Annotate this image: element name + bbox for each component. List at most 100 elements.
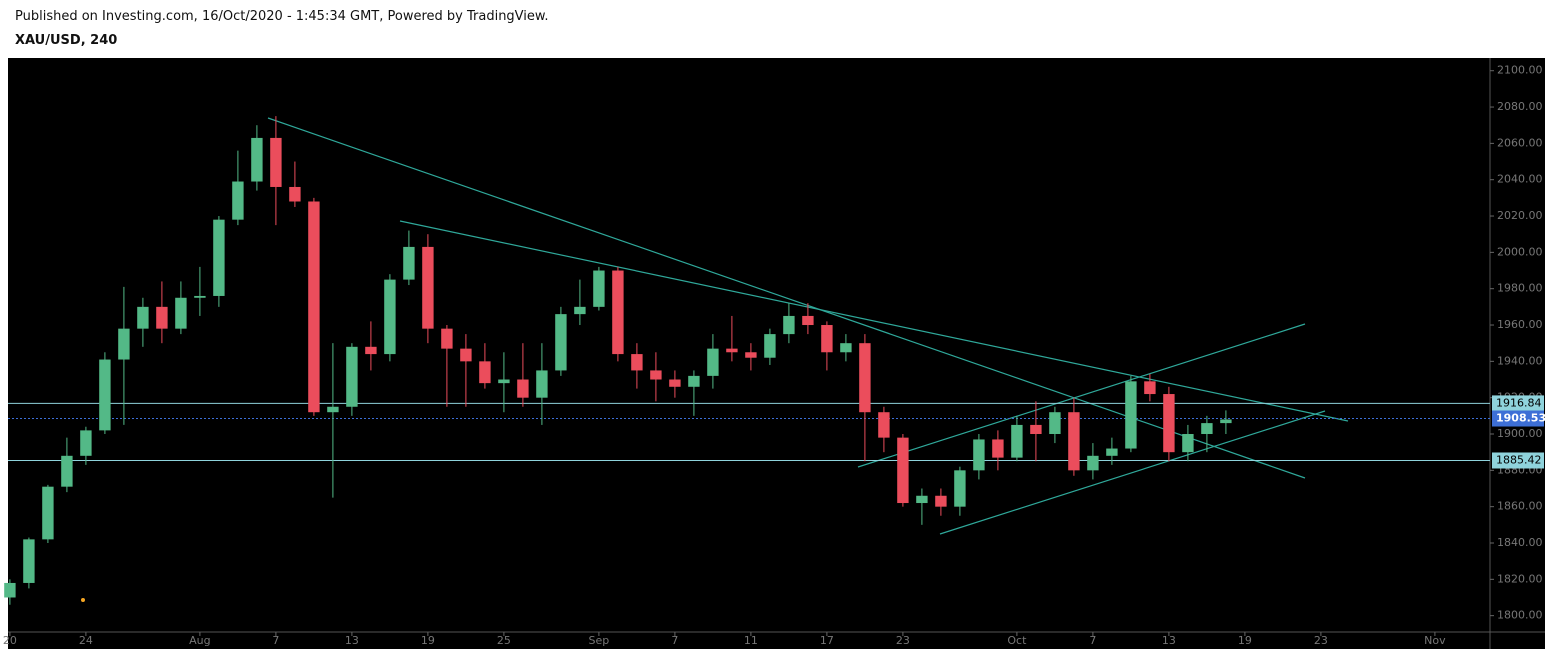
candle-body <box>1220 419 1232 424</box>
candle-body <box>1049 412 1061 435</box>
candle-body <box>1144 381 1156 395</box>
candle-body <box>707 348 719 376</box>
x-tick-label: Oct <box>1007 634 1027 647</box>
level-label-bg <box>1492 452 1544 469</box>
candle-body <box>99 359 111 431</box>
y-tick-label: 1820.00 <box>1497 572 1543 585</box>
x-tick-label: 7 <box>1089 634 1096 647</box>
candle-body <box>935 495 947 507</box>
candle-body <box>289 186 301 202</box>
x-tick-label: 23 <box>1314 634 1328 647</box>
y-tick-label: 2000.00 <box>1497 245 1543 258</box>
y-tick-label: 1960.00 <box>1497 318 1543 331</box>
x-tick-label: 7 <box>671 634 678 647</box>
candle-body <box>232 181 244 220</box>
y-tick-label: 2020.00 <box>1497 209 1543 222</box>
candle-body <box>840 343 852 353</box>
candle-body <box>821 325 833 353</box>
candle-body <box>916 495 928 504</box>
candle-body <box>1125 381 1137 449</box>
y-tick-label: 2060.00 <box>1497 136 1543 149</box>
candle-body <box>764 334 776 358</box>
candle-body <box>346 346 358 407</box>
candle-body <box>118 328 130 360</box>
candle-body <box>859 343 871 413</box>
level-label: 1885.42 <box>1496 453 1542 466</box>
marks: 1800.001820.001840.001860.001880.001900.… <box>3 64 1546 647</box>
candle-body <box>365 346 377 355</box>
x-tick-label: 13 <box>1162 634 1176 647</box>
x-tick-label: 19 <box>1238 634 1252 647</box>
x-tick-label: Nov <box>1424 634 1446 647</box>
candle-body <box>460 348 472 362</box>
y-tick-label: 2080.00 <box>1497 100 1543 113</box>
x-tick-label: Sep <box>589 634 610 647</box>
candle-body <box>878 412 890 438</box>
trendline <box>857 323 1306 468</box>
candle-body <box>441 328 453 349</box>
y-tick-label: 1800.00 <box>1497 609 1543 622</box>
candle-body <box>650 370 662 380</box>
candle-body <box>1087 455 1099 471</box>
x-tick-label: 13 <box>345 634 359 647</box>
last-price-label-bg <box>1492 410 1544 427</box>
candle-body <box>1011 424 1023 458</box>
candle-body <box>1030 424 1042 435</box>
x-tick-label: 19 <box>421 634 435 647</box>
x-tick-label: 24 <box>79 634 93 647</box>
candle-body <box>1201 423 1213 435</box>
candle-body <box>745 352 757 358</box>
candle-body <box>175 297 187 329</box>
x-tick-label: 11 <box>744 634 758 647</box>
candle-body <box>954 470 966 507</box>
candle-body <box>631 354 643 371</box>
candle-body <box>612 270 624 355</box>
marker-dot <box>81 598 85 602</box>
candle-body <box>498 379 510 384</box>
level-label: 1916.84 <box>1496 396 1542 409</box>
x-tick-label: 7 <box>272 634 279 647</box>
y-tick-label: 1940.00 <box>1497 354 1543 367</box>
candle-body <box>251 137 263 182</box>
candle-body <box>479 361 491 384</box>
candle-body <box>23 539 35 583</box>
y-tick-label: 1980.00 <box>1497 282 1543 295</box>
candle-body <box>973 439 985 471</box>
candle-body <box>80 430 92 456</box>
candle-body <box>1182 434 1194 453</box>
candle-body <box>270 137 282 187</box>
candle-body <box>688 375 700 387</box>
candle-body <box>156 306 168 329</box>
candle-body <box>403 246 415 280</box>
candle-body <box>1106 448 1118 456</box>
candle-body <box>1068 412 1080 471</box>
y-tick-label: 1860.00 <box>1497 500 1543 513</box>
candle-body <box>517 379 529 398</box>
last-price-label: 1908.53 <box>1496 412 1546 425</box>
candle-body <box>384 279 396 355</box>
candle-body <box>422 246 434 329</box>
candle-body <box>213 219 225 296</box>
candle-body <box>1163 394 1175 453</box>
published-note: Published on Investing.com, 16/Oct/2020 … <box>15 9 549 24</box>
trendline <box>939 410 1326 535</box>
candle-body <box>555 314 567 371</box>
candle-body <box>574 306 586 315</box>
x-tick-label: 25 <box>497 634 511 647</box>
x-tick-label: 23 <box>896 634 910 647</box>
candle-body <box>61 455 73 487</box>
candle-body <box>308 201 320 413</box>
y-tick-label: 1840.00 <box>1497 536 1543 549</box>
candle-body <box>4 582 16 598</box>
candle-body <box>593 270 605 307</box>
y-tick-label: 2040.00 <box>1497 173 1543 186</box>
candle-body <box>897 437 909 504</box>
y-tick-label: 2100.00 <box>1497 64 1543 77</box>
candle-body <box>536 370 548 398</box>
symbol-title: XAU/USD, 240 <box>15 33 118 48</box>
candle-body <box>669 379 681 387</box>
plot-background <box>8 58 1545 649</box>
candle-body <box>726 348 738 353</box>
